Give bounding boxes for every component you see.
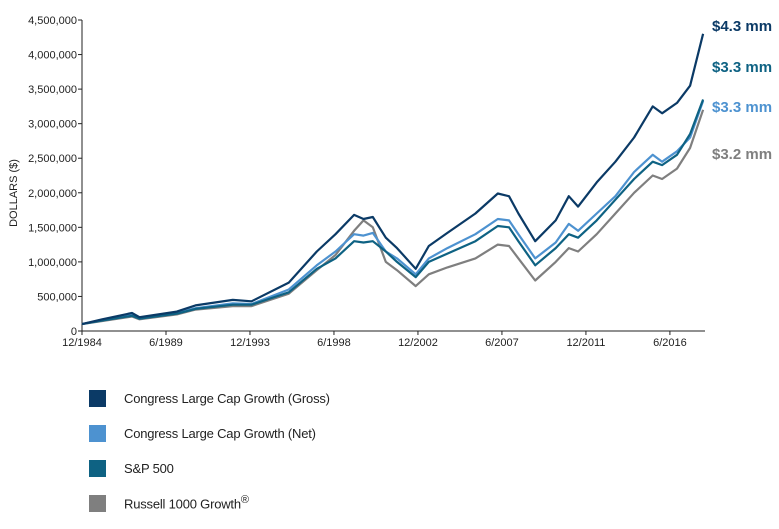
y-tick-label: 3,500,000 <box>28 84 77 96</box>
x-tick-label: 6/1998 <box>317 337 351 349</box>
legend-item-gross: Congress Large Cap Growth (Gross) <box>89 389 330 407</box>
x-tick-label: 12/2011 <box>566 337 605 349</box>
end-label-group: $4.3 mm $3.3 mm $3.3 mm $3.2 mm <box>712 18 772 163</box>
series-line-2 <box>81 99 705 326</box>
legend-item-russell: Russell 1000 Growth® <box>89 494 330 512</box>
y-tick-label: 0 <box>71 326 77 338</box>
legend-label-net: Congress Large Cap Growth (Net) <box>124 425 316 441</box>
y-tick-label: 1,500,000 <box>28 222 77 234</box>
x-tick-label: 12/1984 <box>62 337 102 349</box>
y-tick-label: 2,000,000 <box>28 188 77 200</box>
x-tick-label: 12/2002 <box>398 337 438 349</box>
end-label-2: $3.3 mm <box>712 99 772 116</box>
end-label-1: $3.3 mm <box>712 59 772 76</box>
y-tick-label: 500,000 <box>37 291 77 303</box>
legend-swatch-gross <box>89 389 106 407</box>
y-tick-label: 4,500,000 <box>28 15 77 27</box>
y-tick-label: 3,000,000 <box>28 119 77 131</box>
y-tick-label: 2,500,000 <box>28 153 77 165</box>
legend-swatch-net <box>89 424 106 442</box>
legend-item-sp500: S&P 500 <box>89 459 330 477</box>
axes <box>81 20 705 332</box>
legend: Congress Large Cap Growth (Gross) Congre… <box>89 389 330 529</box>
legend-item-net: Congress Large Cap Growth (Net) <box>89 424 330 442</box>
y-axis-label: DOLLARS ($) <box>8 159 20 227</box>
registered-mark: ® <box>240 494 249 507</box>
x-tick-label: 12/1993 <box>230 337 270 349</box>
legend-swatch-russell <box>89 494 106 512</box>
x-tick-label: 6/2007 <box>485 337 519 349</box>
series-line-1 <box>81 100 705 326</box>
x-tick-label: 6/2016 <box>653 337 687 349</box>
legend-swatch-sp500 <box>89 459 106 477</box>
y-tick-group: 0 500,000 1,000,000 1,500,000 2,000,000 2,500… <box>28 15 82 338</box>
x-tick-label: 6/1989 <box>149 337 183 349</box>
series-group <box>81 33 705 326</box>
series-line-0 <box>81 33 705 326</box>
growth-line-chart: 0 500,000 1,000,000 1,500,000 2,000,000 2,500… <box>8 15 772 349</box>
legend-label-russell: Russell 1000 Growth® <box>124 494 249 512</box>
end-label-0: $4.3 mm <box>712 18 772 35</box>
legend-label-sp500: S&P 500 <box>124 460 174 476</box>
series-line-3 <box>81 109 705 326</box>
x-tick-group: 12/1984 6/1989 12/1993 6/1998 12/2002 6/2007 1… <box>62 331 687 349</box>
y-tick-label: 1,000,000 <box>28 257 77 269</box>
end-label-3: $3.2 mm <box>712 146 772 163</box>
y-tick-label: 4,000,000 <box>28 50 77 62</box>
legend-label-gross: Congress Large Cap Growth (Gross) <box>124 390 330 406</box>
